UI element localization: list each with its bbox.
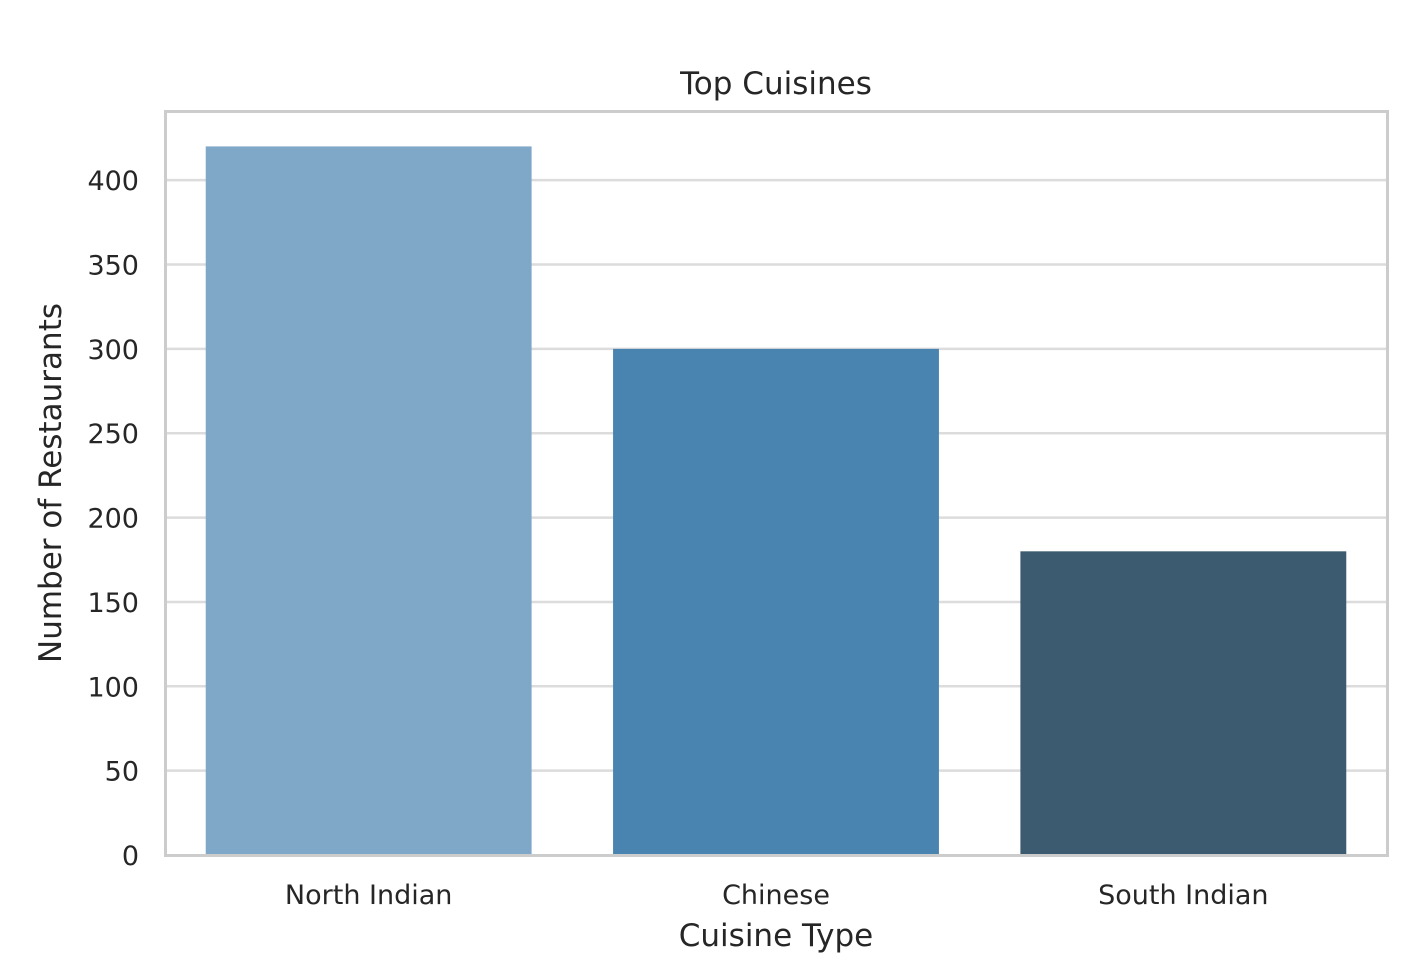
bar-chinese — [613, 348, 939, 855]
y-tick-label: 0 — [122, 841, 139, 872]
y-tick-label: 100 — [87, 672, 139, 703]
y-tick-label: 350 — [87, 251, 139, 282]
bar-north-indian — [205, 146, 532, 855]
x-axis-label: Cuisine Type — [679, 918, 873, 954]
y-tick-label: 150 — [87, 588, 139, 619]
bars — [205, 146, 1347, 855]
y-tick-label: 200 — [87, 504, 139, 535]
plot-frame — [164, 110, 1389, 857]
chart-title: Top Cuisines — [679, 66, 872, 102]
bar-south-indian — [1020, 551, 1347, 855]
x-tick-label: Chinese — [722, 880, 830, 911]
x-tick-label: South Indian — [1098, 880, 1268, 911]
y-tick-labels: 0 50 100 150 200 250 300 350 400 — [87, 166, 139, 872]
y-tick-label: 50 — [105, 757, 139, 788]
x-tick-label: North Indian — [285, 880, 452, 911]
x-tick-labels: North Indian Chinese South Indian — [285, 880, 1269, 911]
y-tick-label: 300 — [87, 335, 139, 366]
y-axis-label: Number of Restaurants — [33, 303, 69, 663]
y-tick-label: 250 — [87, 419, 139, 450]
y-tick-label: 400 — [87, 166, 139, 197]
